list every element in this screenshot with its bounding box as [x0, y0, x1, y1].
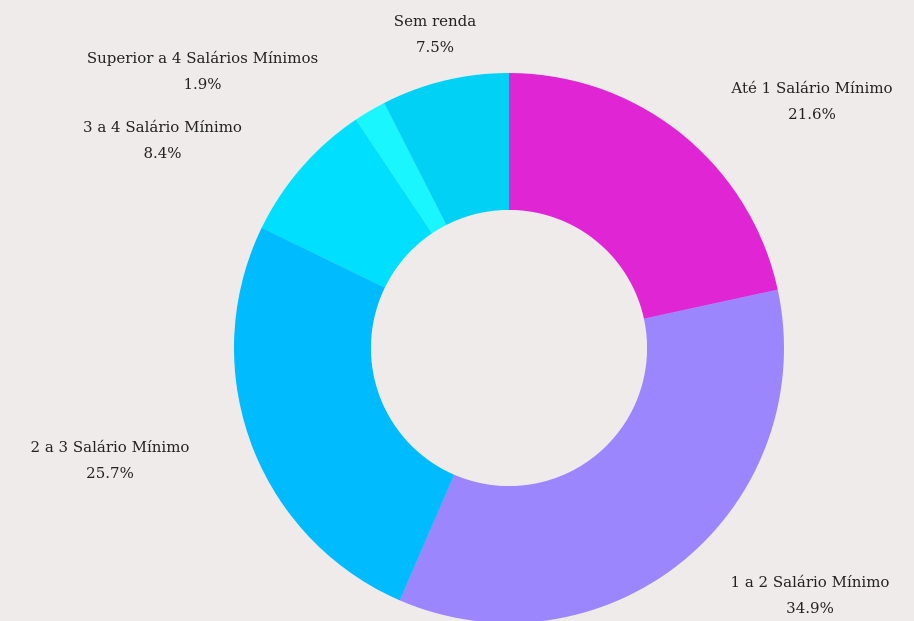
slice-value: 34.9%: [786, 599, 834, 617]
donut-hole: [371, 210, 647, 486]
slice-label-superior-4-salarios: Superior a 4 Salários Mínimos 1.9%: [50, 45, 355, 97]
slice-value: 21.6%: [788, 105, 836, 123]
slice-name: Sem renda: [393, 12, 477, 30]
donut-slice-2: [233, 227, 455, 601]
slice-name: 3 a 4 Salário Mínimo: [83, 118, 242, 136]
slice-label-2-a-3-salario: 2 a 3 Salário Mínimo 25.7%: [5, 434, 215, 486]
slice-name: 2 a 3 Salário Mínimo: [30, 438, 190, 456]
donut-slice-1: [399, 289, 784, 621]
slice-label-sem-renda: Sem renda 7.5%: [365, 8, 505, 60]
donut-slice-4: [355, 102, 447, 234]
slice-label-3-a-4-salario: 3 a 4 Salário Mínimo 8.4%: [50, 114, 275, 166]
slice-name: Até 1 Salário Mínimo: [731, 79, 893, 97]
slice-label-ate-1-salario: Até 1 Salário Mínimo 21.6%: [712, 75, 912, 127]
donut-slice-5: [384, 73, 509, 226]
slice-name: Superior a 4 Salários Mínimos: [86, 49, 319, 67]
slice-label-1-a-2-salario: 1 a 2 Salário Mínimo 34.9%: [710, 569, 910, 621]
slice-value: 25.7%: [86, 464, 134, 482]
slice-name: 1 a 2 Salário Mínimo: [730, 573, 890, 591]
slice-value: 1.9%: [183, 75, 222, 93]
slice-value: 7.5%: [415, 38, 455, 56]
slice-value: 8.4%: [143, 144, 182, 162]
donut-slice-0: [509, 73, 778, 319]
donut-slice-3: [261, 119, 433, 288]
